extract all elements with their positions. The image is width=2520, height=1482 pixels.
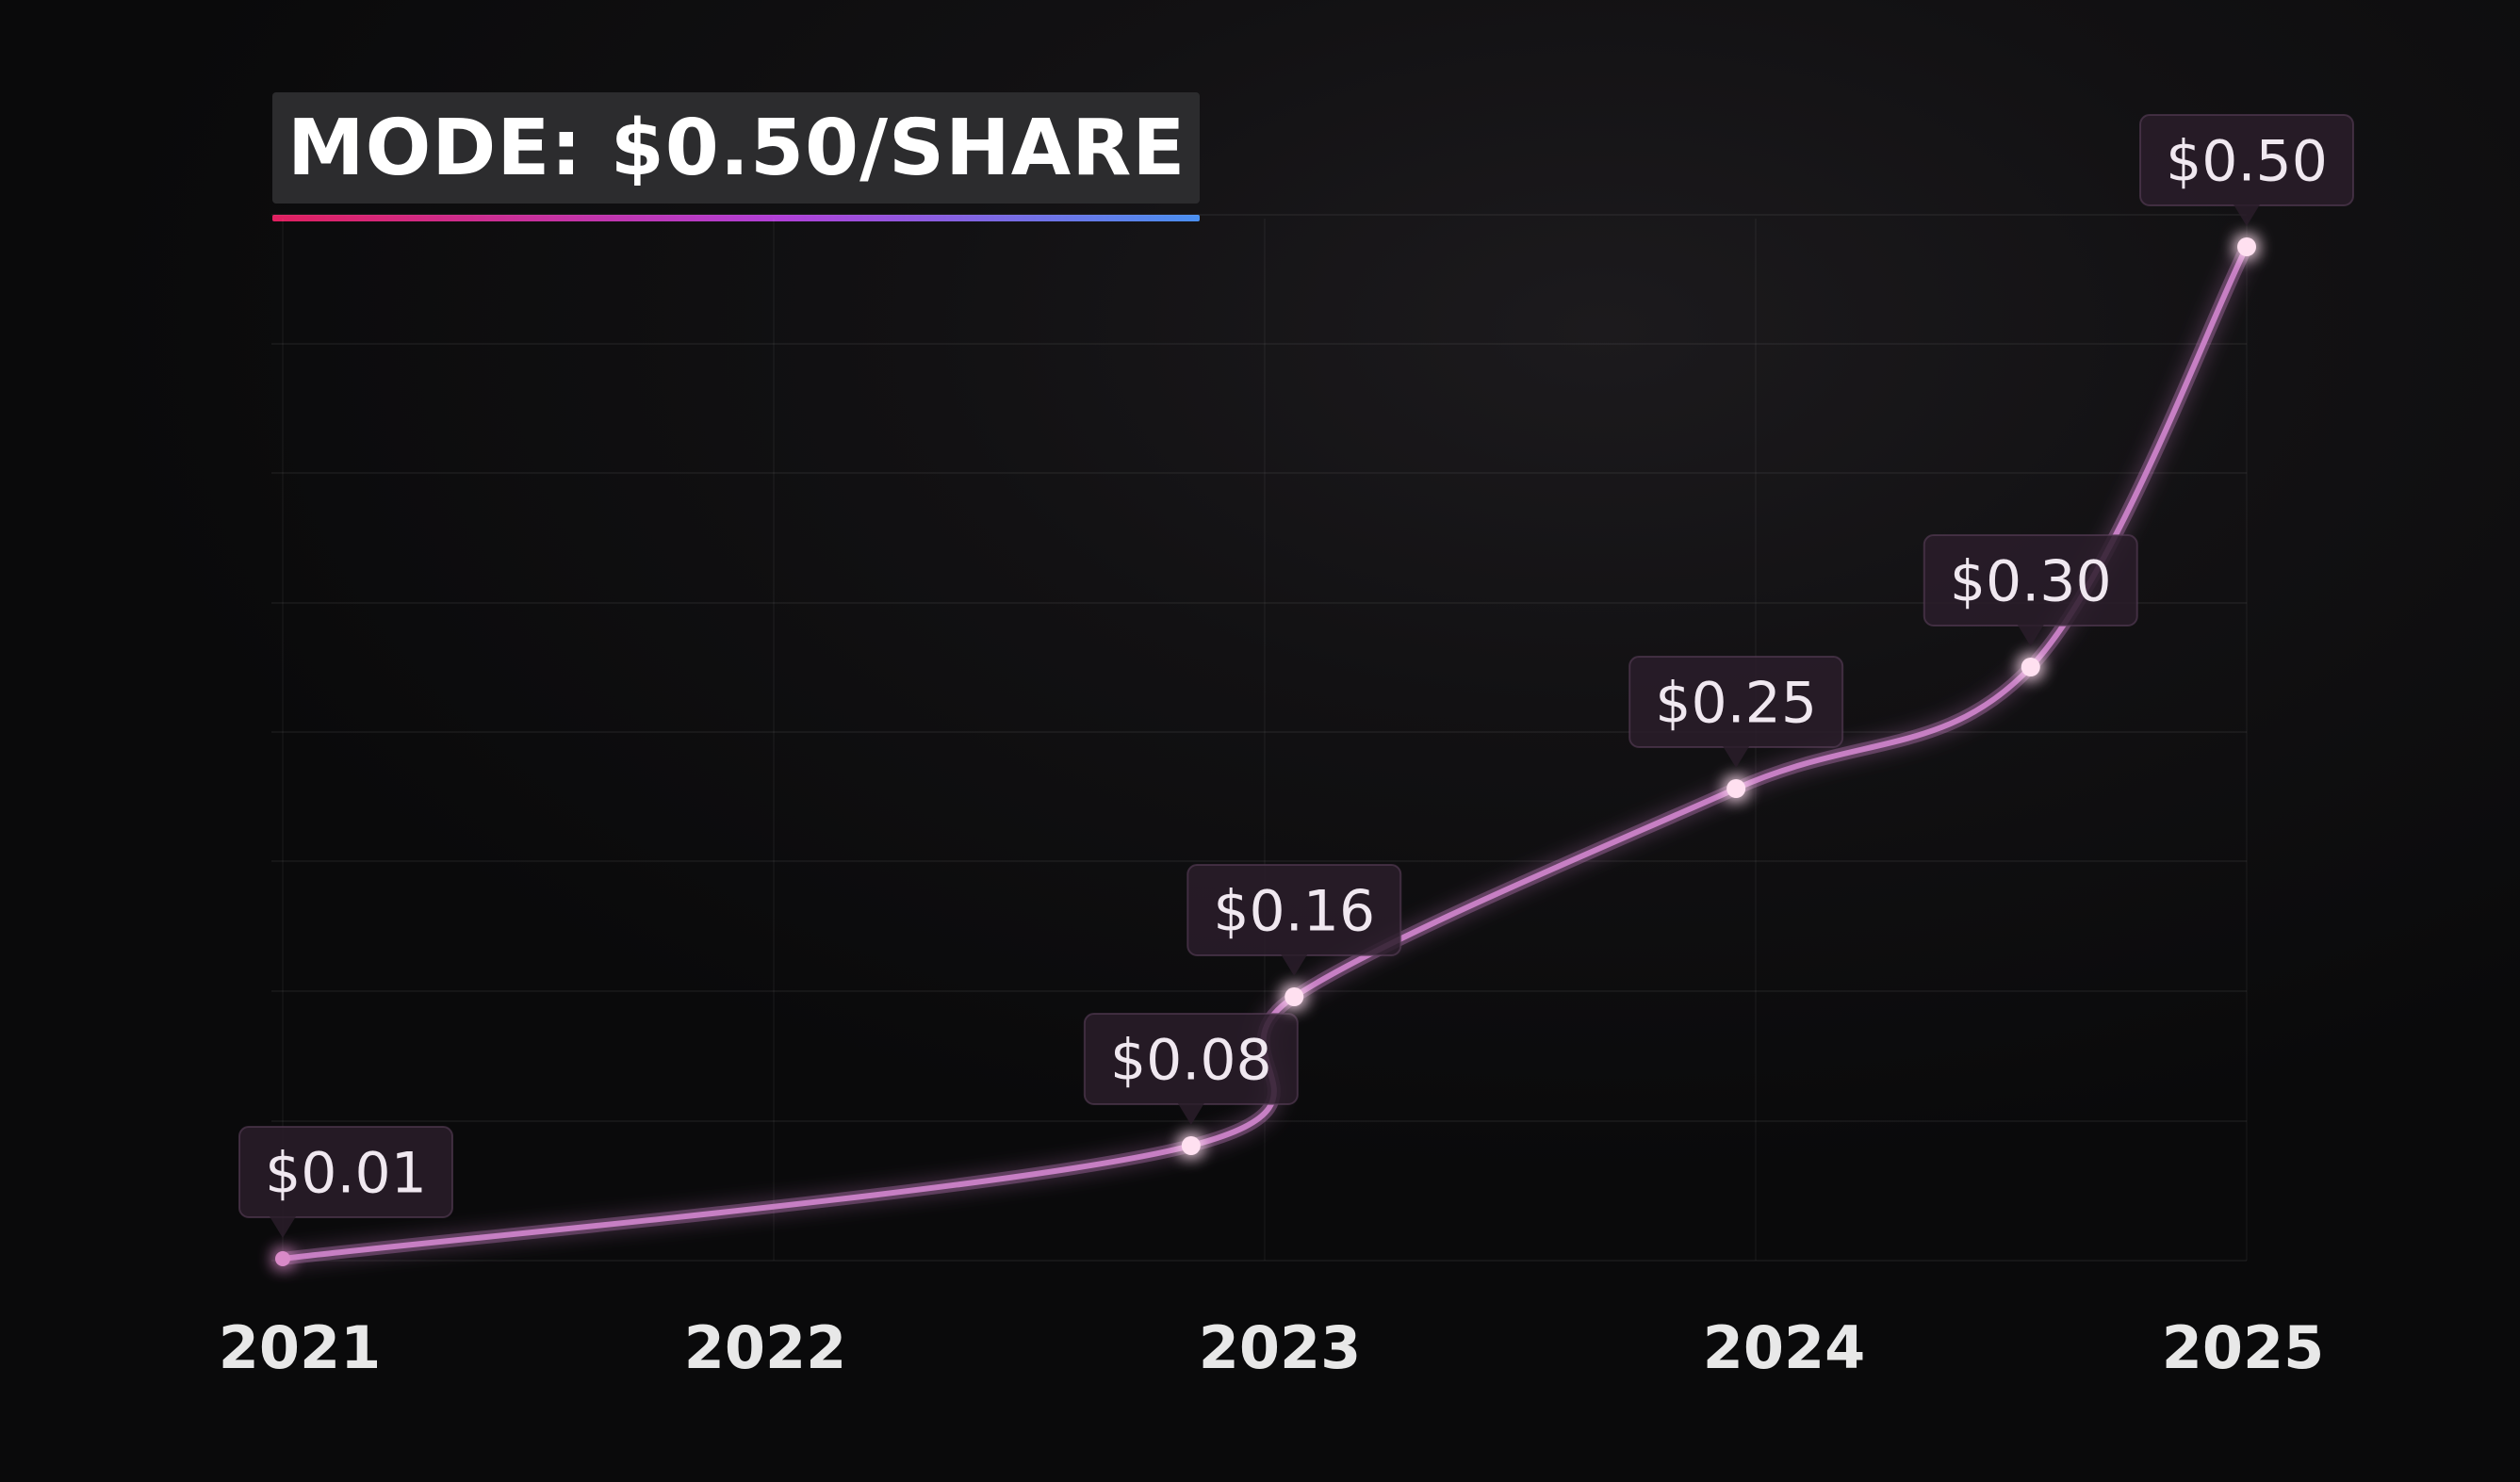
data-label-box [238,1126,453,1218]
data-point [2237,237,2256,256]
data-label-pointer [270,1216,296,1238]
data-label-callout: $0.50 [2139,114,2354,226]
x-tick-label: 2025 [2162,1313,2325,1382]
x-tick-label: 2023 [1199,1313,1362,1382]
x-tick-label: 2024 [1703,1313,1866,1382]
data-label: $0.25 [1655,671,1817,737]
data-label-callout: $0.01 [238,1126,453,1238]
data-point [2021,658,2040,676]
data-label-pointer [1281,954,1308,976]
data-label: $0.01 [265,1141,427,1207]
data-point [1285,987,1304,1006]
data-label-pointer [1177,1103,1204,1125]
title-underline [272,215,1200,221]
data-label: $0.50 [2166,129,2328,195]
data-point [1181,1136,1201,1155]
data-label-pointer [2234,204,2260,226]
data-label-callout: $0.25 [1628,656,1844,768]
chart-title-box: MODE: $0.50/SHARE [272,92,1200,204]
data-label-pointer [1723,746,1750,768]
data-label-callout: $0.16 [1186,864,1402,976]
data-label-pointer [2017,625,2044,646]
data-label: $0.16 [1213,879,1375,945]
data-label: $0.30 [1950,549,2112,615]
chart-title: MODE: $0.50/SHARE [287,103,1186,193]
x-tick-label: 2022 [684,1313,847,1382]
data-label-callout: $0.30 [1923,534,2138,646]
data-point [275,1251,290,1266]
data-point [1726,779,1746,798]
data-label: $0.08 [1110,1028,1272,1094]
x-tick-label: 2021 [219,1313,382,1382]
data-label-callout: $0.08 [1083,1013,1299,1125]
